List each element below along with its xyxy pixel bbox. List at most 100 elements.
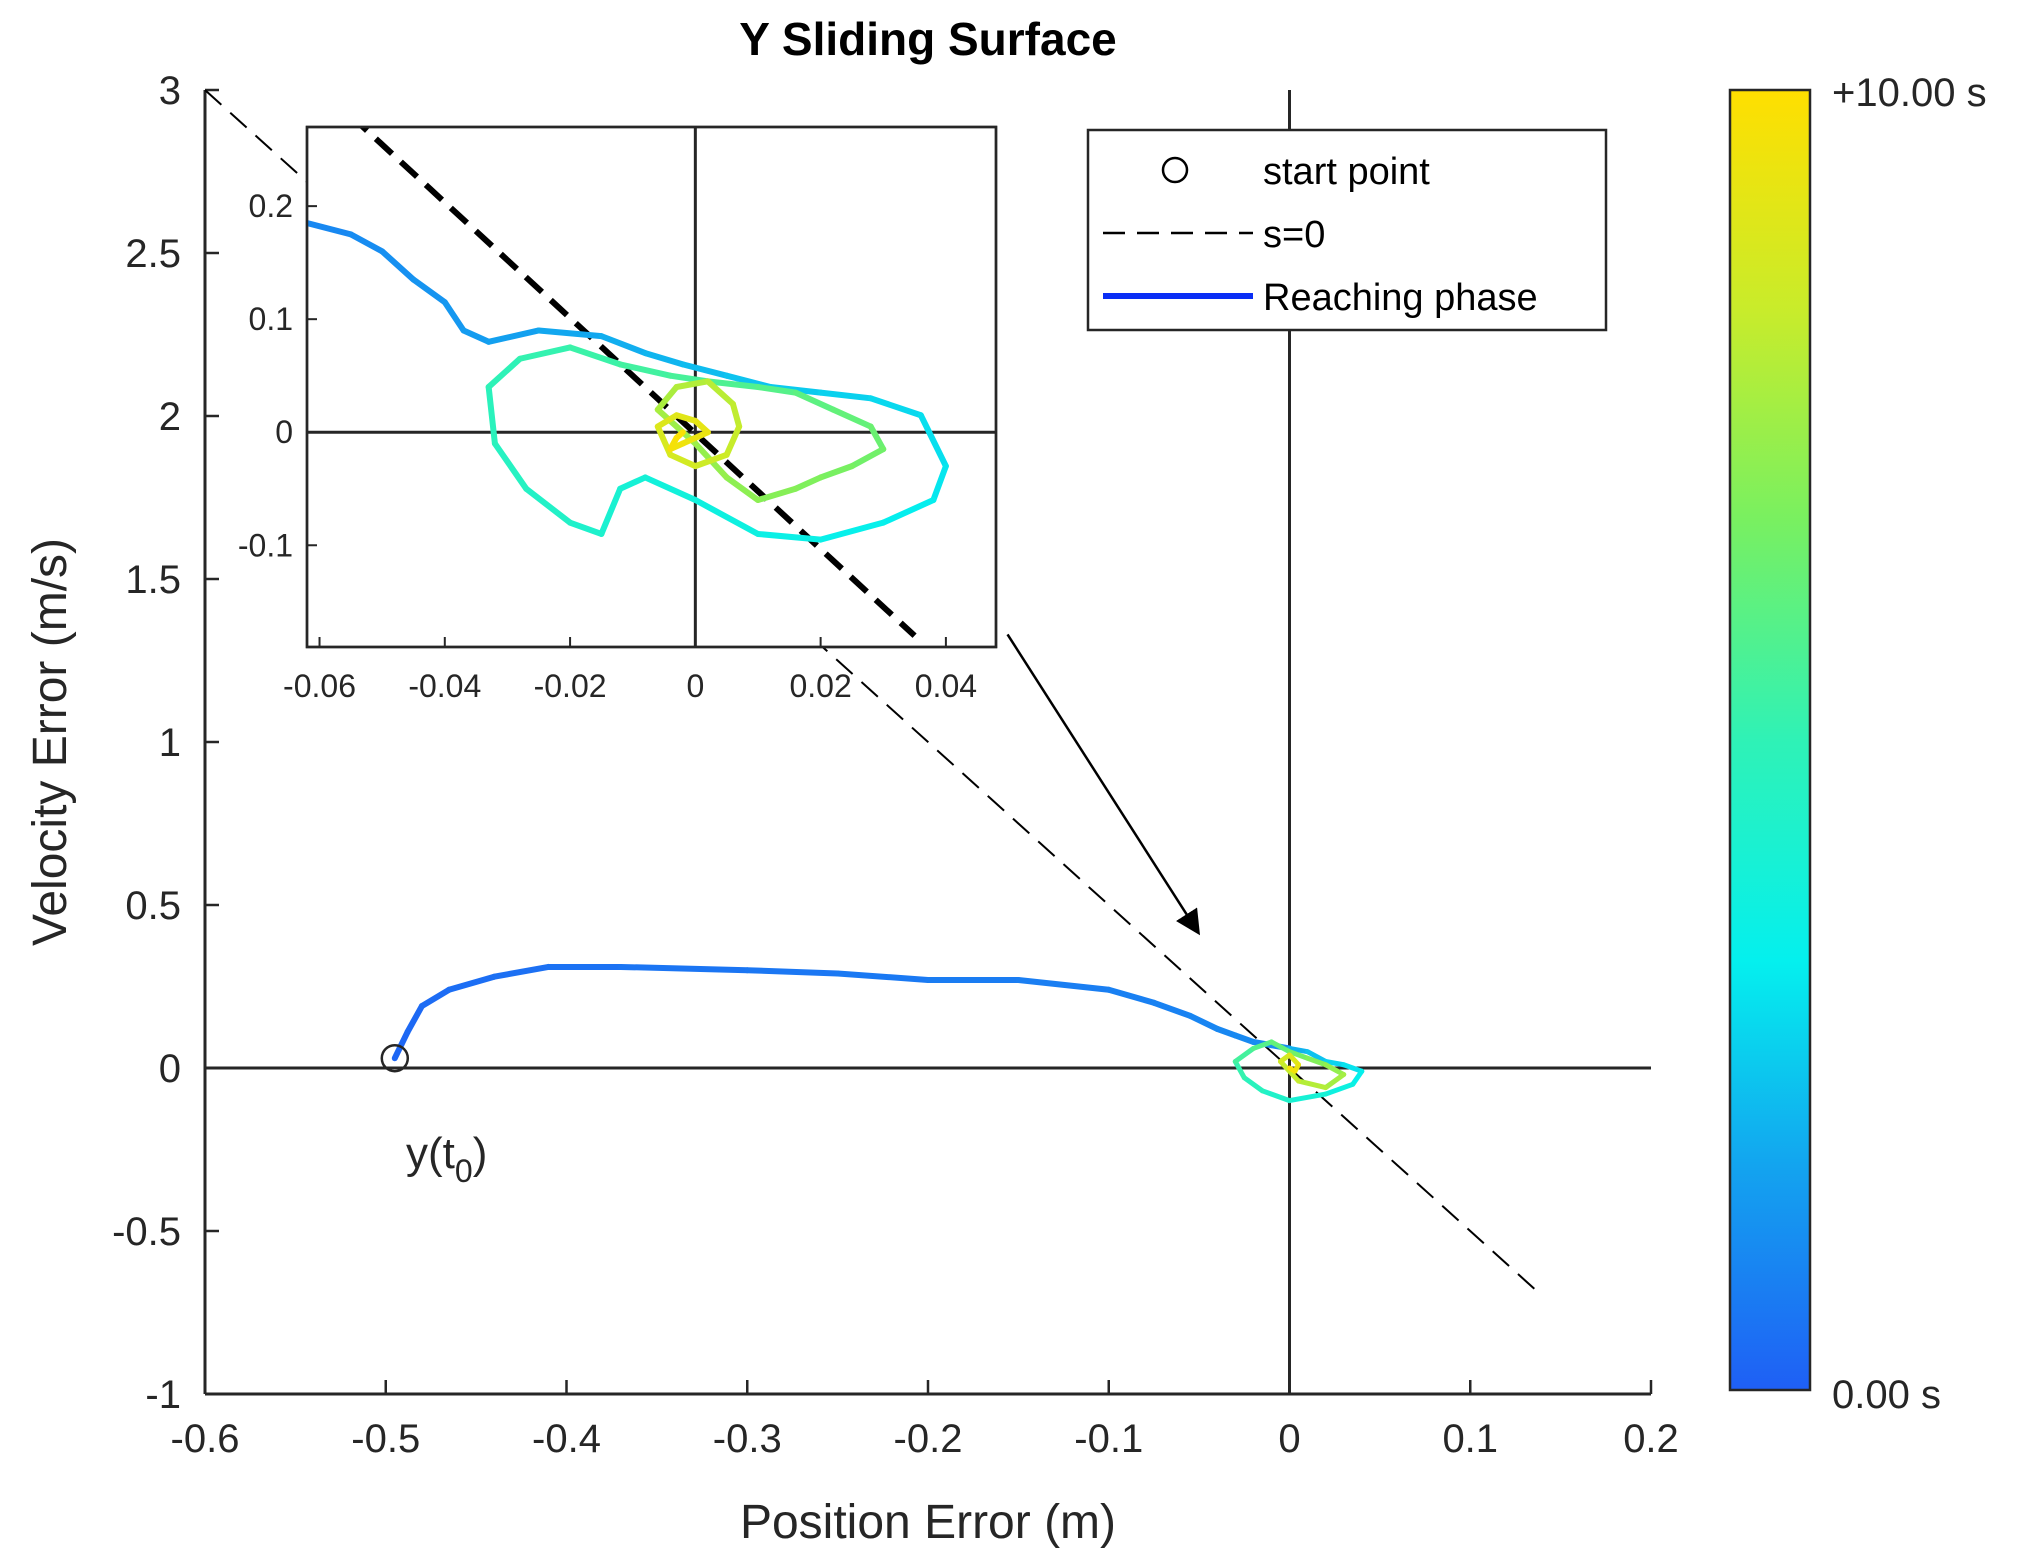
sliding-phase-segment	[1287, 1045, 1311, 1055]
inset-sliding-segment	[516, 344, 574, 362]
inset-sliding-segment	[598, 333, 649, 357]
inset-reaching-segment	[410, 276, 448, 306]
y-tick-label: -0.5	[112, 1210, 181, 1254]
x-tick-label: -0.5	[351, 1417, 420, 1461]
sliding-phase-segment	[1350, 1068, 1365, 1087]
inset-sliding-segment	[485, 384, 498, 447]
sliding-phase-segment	[1268, 1039, 1292, 1055]
inset-sliding-segment	[723, 423, 743, 458]
inset-sliding-segment	[617, 361, 674, 379]
inset-sliding-segment	[485, 327, 542, 345]
sliding-phase-segment	[1277, 1058, 1302, 1084]
inset-x-tick-label: 0.02	[789, 668, 851, 704]
y-tick-label: 0.5	[125, 884, 181, 928]
start-annotation-close: )	[473, 1129, 488, 1178]
sliding-phase-segment	[1305, 1049, 1329, 1064]
sliding-phase-segment	[1250, 1039, 1274, 1051]
inset-sliding-segment	[654, 384, 680, 413]
legend-entry-reaching-phase: Reaching phase	[1263, 277, 1538, 319]
reaching-phase-segment	[1214, 1025, 1239, 1039]
legend-start-marker	[1161, 156, 1189, 184]
y-axis-label: Velocity Error (m/s)	[24, 538, 77, 946]
inset-sliding-segment	[673, 412, 699, 424]
sliding-phase-segment	[1232, 1045, 1256, 1064]
inset-sliding-segment	[667, 451, 699, 470]
sliding-phase-segment	[1287, 1065, 1298, 1074]
inset-sliding-surface-line	[358, 127, 917, 638]
inset-sliding-segment	[642, 474, 699, 504]
inset-frame	[305, 125, 998, 649]
legend-entry-start-point: start point	[1263, 151, 1430, 193]
inset-sliding-segment	[485, 355, 523, 390]
inset-sliding-segment	[754, 485, 799, 504]
inset-zero-lines	[307, 127, 996, 647]
reaching-phase-segment	[1105, 986, 1157, 1006]
inset-sliding-segment	[817, 389, 874, 402]
inset-sliding-segment	[723, 474, 761, 504]
inset-y-tick-label: 0.2	[249, 188, 293, 224]
inset-x-tick-label: 0	[686, 668, 704, 704]
sliding-phase-segment	[1287, 1091, 1329, 1104]
start-annotation: y(t0)	[406, 1129, 487, 1189]
sliding-phase-segment	[1341, 1062, 1365, 1074]
inset-reaching-segment	[460, 327, 492, 345]
reaching-phase-segment	[404, 1003, 425, 1036]
inset-y-tick-label: 0	[275, 414, 293, 450]
main-start-point	[380, 1043, 410, 1073]
colorbar-bar	[1728, 88, 1812, 1392]
colorbar: +10.00 s 0.00 s	[1728, 71, 1987, 1417]
inset-sliding-segment	[917, 412, 949, 470]
sliding-phase-segment	[1287, 1049, 1311, 1061]
inset-sliding-segment	[617, 474, 649, 492]
y-tick-label: 2.5	[125, 232, 181, 276]
inset-sliding-segment	[491, 440, 530, 492]
colorbar-max-label: +10.00 s	[1832, 71, 1987, 115]
inset-x-tick-label: -0.04	[408, 668, 481, 704]
x-tick-label: -0.3	[713, 1417, 782, 1461]
sliding-phase-segment	[1232, 1058, 1247, 1081]
inset-x-tick-label: -0.02	[534, 668, 607, 704]
x-tick-label: -0.6	[171, 1417, 240, 1461]
reaching-phase-segment	[1232, 1032, 1257, 1045]
zoom-arrow	[1006, 633, 1201, 936]
inset-sliding-segment	[567, 344, 624, 368]
x-tick-label: 0.1	[1442, 1417, 1498, 1461]
colorbar-min-label: 0.00 s	[1832, 1373, 1941, 1417]
x-tick-label: 0	[1278, 1417, 1300, 1461]
chart-title: Y Sliding Surface	[739, 13, 1116, 65]
reaching-phase-segment	[446, 973, 498, 993]
inset-sliding-segment	[848, 446, 887, 470]
start-point-marker	[380, 1043, 410, 1073]
inset-sliding-segment	[692, 497, 761, 537]
legend: start point s=0 Reaching phase	[1086, 128, 1608, 332]
reaching-phase-segment	[491, 963, 552, 980]
reaching-phase-segment	[418, 986, 453, 1010]
inset-sliding-segment	[792, 389, 837, 413]
inset-reaching-segment	[307, 220, 354, 238]
reaching-phase-segment	[1150, 999, 1194, 1019]
main-ticks: -0.6 -0.5 -0.4 -0.3 -0.2 -0.1 0 0.1 0.2 -1 -0.5 0 0.…	[112, 69, 1679, 1461]
y-tick-label: 1	[159, 721, 181, 765]
inset-x-tick-label: 0.04	[915, 668, 977, 704]
inset-x-tick-label: -0.06	[283, 668, 356, 704]
inset-y-tick-label: -0.1	[238, 527, 293, 563]
sliding-phase-segment	[1296, 1078, 1329, 1091]
sliding-phase-segment	[1323, 1058, 1347, 1068]
inset-sliding-segment	[867, 395, 924, 419]
inset-ticks: -0.06 -0.04 -0.02 0 0.02 0.04 -0.1 0 0.1 0.2	[238, 188, 977, 704]
inset-reaching-segment	[441, 299, 467, 334]
reaching-phase-segment	[391, 1029, 411, 1062]
inset-sliding-segment	[654, 412, 680, 430]
sliding-phase-segment	[1323, 1072, 1347, 1091]
sliding-phase-segment	[1241, 1075, 1265, 1094]
sliding-phase-segment	[1259, 1088, 1292, 1104]
inset-sliding-segment	[567, 519, 605, 537]
inset-sliding-segment	[673, 429, 686, 441]
inset-sliding-segment	[523, 485, 574, 526]
reaching-phase-segment	[834, 970, 931, 983]
reaching-phase-segment	[1187, 1012, 1221, 1032]
sliding-phase-segment	[1323, 1062, 1347, 1078]
inset-sliding-segment	[679, 361, 730, 379]
y-tick-label: -1	[145, 1373, 181, 1417]
